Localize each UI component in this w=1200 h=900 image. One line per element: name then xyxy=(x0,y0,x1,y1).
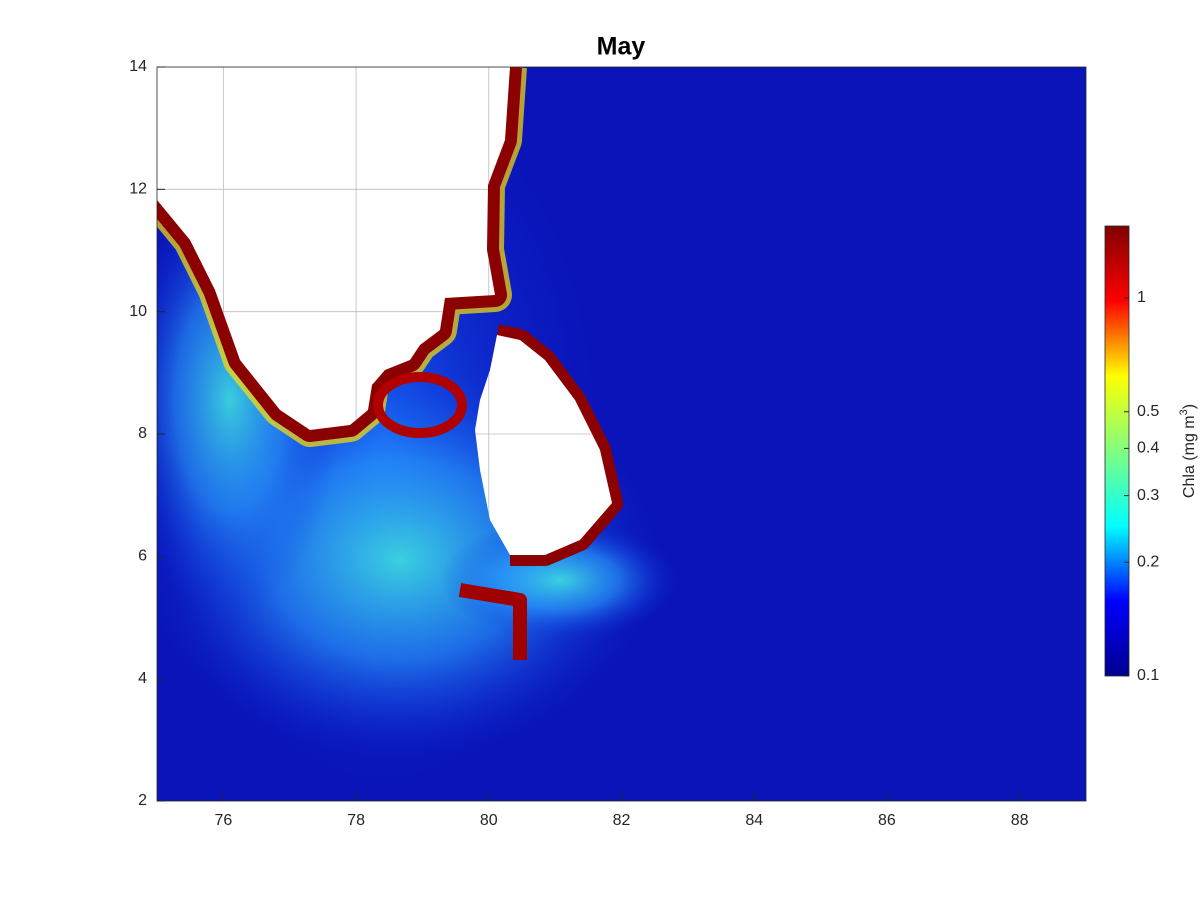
colorbar-label-end: ) xyxy=(1181,404,1198,409)
colorbar-tick-label: 0.1 xyxy=(1137,667,1159,684)
x-tick-label: 88 xyxy=(1011,812,1029,829)
chart-title: May xyxy=(597,33,646,61)
y-tick-label: 4 xyxy=(138,670,147,687)
y-tick-label: 2 xyxy=(138,792,147,809)
colorbar-tick-label: 0.2 xyxy=(1137,553,1159,570)
land xyxy=(157,67,612,555)
colorbar-tick-label: 0.4 xyxy=(1137,440,1159,457)
colorbar-label-text: Chla (mg m xyxy=(1181,415,1198,498)
x-tick-label: 86 xyxy=(878,812,896,829)
colorbar-tick-label: 1 xyxy=(1137,289,1146,306)
bloom xyxy=(440,520,680,640)
y-tick-label: 8 xyxy=(138,425,147,442)
colorbar-label: Chla (mg m3) xyxy=(1178,404,1198,498)
colorbar-tick-label: 0.3 xyxy=(1137,487,1159,504)
x-tick-label: 78 xyxy=(347,812,365,829)
x-tick-label: 82 xyxy=(613,812,631,829)
x-tick-label: 84 xyxy=(745,812,763,829)
colorbar-tick-label: 0.5 xyxy=(1137,403,1159,420)
y-tick-label: 6 xyxy=(138,548,147,565)
colorbar xyxy=(1104,225,1130,677)
x-tick-label: 80 xyxy=(480,812,498,829)
y-tick-label: 12 xyxy=(129,181,147,198)
colorbar-label-sup: 3 xyxy=(1178,409,1190,415)
y-tick-label: 10 xyxy=(129,303,147,320)
ticks: 76 78 80 82 84 86 88 2 4 6 8 10 12 14 xyxy=(129,58,1028,829)
y-tick-label: 14 xyxy=(129,58,147,75)
map xyxy=(157,67,1086,801)
x-tick-label: 76 xyxy=(214,812,232,829)
